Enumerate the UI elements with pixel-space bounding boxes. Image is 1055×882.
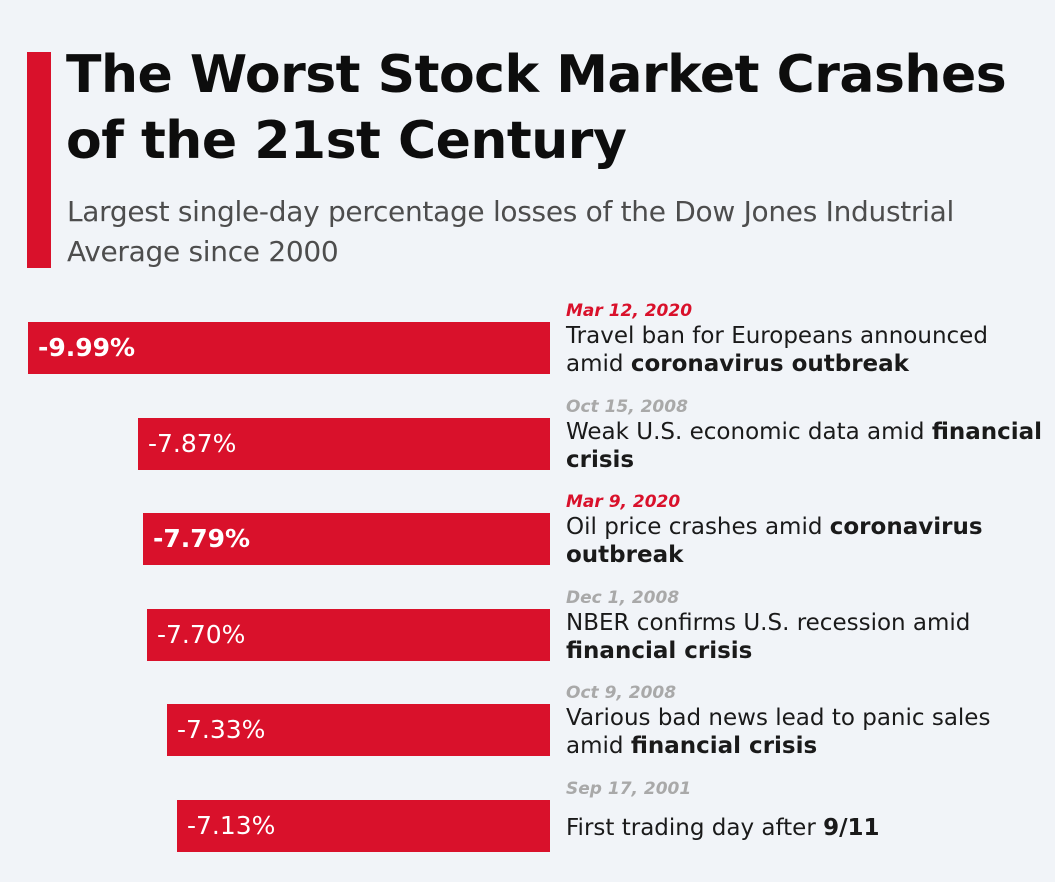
event-cause: coronavirus outbreak [630, 351, 909, 377]
bar-annotation-6: Sep 17, 2001 First trading day after 9/11 [566, 778, 1046, 842]
event-description: First trading day after 9/11 [566, 814, 1046, 842]
bar-2: -7.87% [138, 418, 550, 470]
bar-annotation-3: Mar 9, 2020 Oil price crashes amid corona… [566, 491, 1046, 569]
bar-value-label: -7.79% [153, 524, 251, 553]
event-date: Sep 17, 2001 [566, 779, 692, 799]
bar-value-label: -9.99% [38, 333, 136, 362]
event-description: Various bad news lead to panic sales ami… [566, 704, 1046, 760]
bar-annotation-2: Oct 15, 2008 Weak U.S. economic data amid… [566, 396, 1046, 474]
event-cause: financial crisis [566, 638, 753, 664]
bar-value-label: -7.33% [177, 715, 266, 744]
event-description-text: Oil price crashes amid [566, 514, 830, 540]
event-description-text: Various bad news lead to panic sales ami… [566, 705, 991, 759]
bar-value-label: -7.87% [148, 429, 237, 458]
event-description: Travel ban for Europeans announced amid … [566, 322, 1046, 378]
bar-annotation-5: Oct 9, 2008 Various bad news lead to pani… [566, 682, 1046, 760]
event-description: Weak U.S. economic data amid financial c… [566, 418, 1046, 474]
bar-4: -7.70% [147, 609, 550, 661]
bar-value-label: -7.70% [157, 620, 246, 649]
event-date: Mar 12, 2020 [566, 301, 693, 321]
event-description: NBER confirms U.S. recession amid financ… [566, 609, 1046, 665]
event-date: Dec 1, 2008 [566, 588, 680, 608]
event-cause: financial crisis [630, 733, 818, 759]
bar-value-label: -7.13% [187, 811, 276, 840]
event-cause: 9/11 [823, 815, 880, 841]
bar-annotation-1: Mar 12, 2020 Travel ban for Europeans ann… [566, 300, 1046, 378]
bar-5: -7.33% [167, 704, 550, 756]
bar-annotation-4: Dec 1, 2008 NBER confirms U.S. recession … [566, 587, 1046, 665]
event-description-text: Travel ban for Europeans announced amid [566, 323, 988, 377]
event-description: Oil price crashes amid coronavirus outbr… [566, 513, 1046, 569]
event-cause: coronavirus outbreak [566, 514, 983, 568]
event-description-text: Weak U.S. economic data amid [566, 419, 932, 445]
chart-title: The Worst Stock Market Crashes of the 21… [66, 45, 1007, 171]
bar-1: -9.99% [28, 322, 550, 374]
event-date: Mar 9, 2020 [566, 492, 681, 512]
event-date: Oct 15, 2008 [566, 397, 688, 417]
event-description-text: First trading day after [566, 815, 824, 841]
event-date: Oct 9, 2008 [566, 683, 677, 703]
bar-3: -7.79% [143, 513, 550, 565]
event-description-text: NBER confirms U.S. recession amid [566, 610, 971, 636]
title-accent-bar [27, 52, 51, 268]
chart-subtitle: Largest single-day percentage losses of … [67, 195, 954, 268]
bar-6: -7.13% [177, 800, 550, 852]
event-cause: financial crisis [566, 419, 1043, 473]
